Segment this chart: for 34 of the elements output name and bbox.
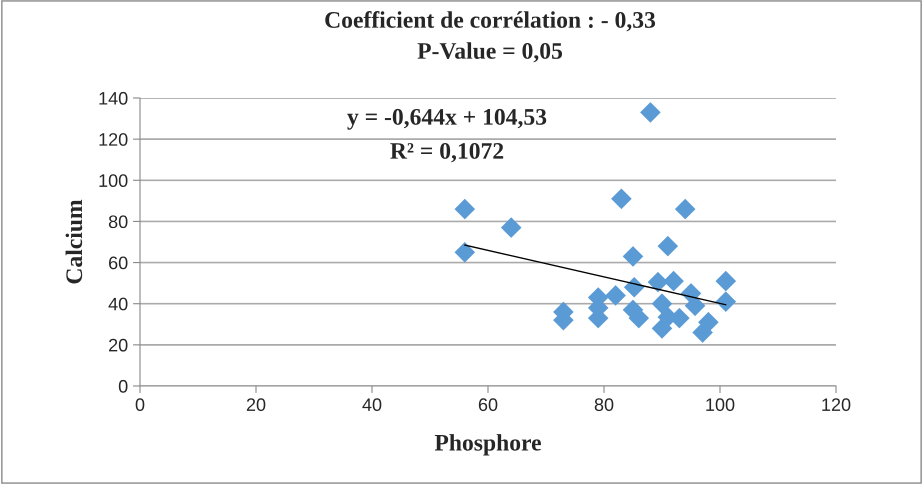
x-tick-label: 20 bbox=[246, 398, 266, 412]
y-axis-title: Calcium bbox=[66, 200, 82, 284]
annotation: R² = 0,1072 bbox=[390, 142, 504, 162]
x-tick-label: 60 bbox=[478, 398, 498, 412]
y-tick-label: 60 bbox=[109, 256, 128, 270]
y-tick-label: 100 bbox=[99, 174, 128, 188]
point bbox=[674, 198, 696, 220]
x-tick-label: 80 bbox=[594, 398, 614, 412]
point bbox=[605, 285, 626, 306]
point bbox=[500, 217, 522, 238]
annotation: y = -0,644x + 104,53 bbox=[347, 108, 546, 130]
y-tick-label: 120 bbox=[99, 133, 128, 146]
point bbox=[454, 242, 476, 263]
x-axis-title: Phosphore bbox=[434, 434, 541, 456]
y-tick-label: 0 bbox=[118, 380, 128, 393]
point bbox=[640, 102, 661, 123]
point bbox=[622, 246, 644, 267]
point bbox=[611, 188, 632, 210]
point bbox=[454, 198, 476, 220]
point bbox=[716, 270, 736, 292]
y-tick-label: 20 bbox=[109, 338, 128, 352]
chart-subtitle: P-Value = 0,05 bbox=[418, 42, 562, 62]
y-tick-label: 140 bbox=[99, 92, 128, 105]
chart-title: Coefficient de corrélation : - 0,33 bbox=[325, 11, 656, 32]
x-tick-label: 40 bbox=[362, 398, 382, 412]
point bbox=[716, 291, 736, 312]
point bbox=[658, 236, 678, 256]
point bbox=[663, 270, 684, 292]
y-tick-label: 40 bbox=[108, 298, 128, 310]
x-tick-label: 100 bbox=[706, 398, 734, 412]
point bbox=[652, 293, 672, 314]
x-tick-label: 120 bbox=[822, 398, 850, 412]
y-tick-label: 80 bbox=[108, 215, 128, 228]
x-tick-label: 0 bbox=[136, 398, 144, 412]
